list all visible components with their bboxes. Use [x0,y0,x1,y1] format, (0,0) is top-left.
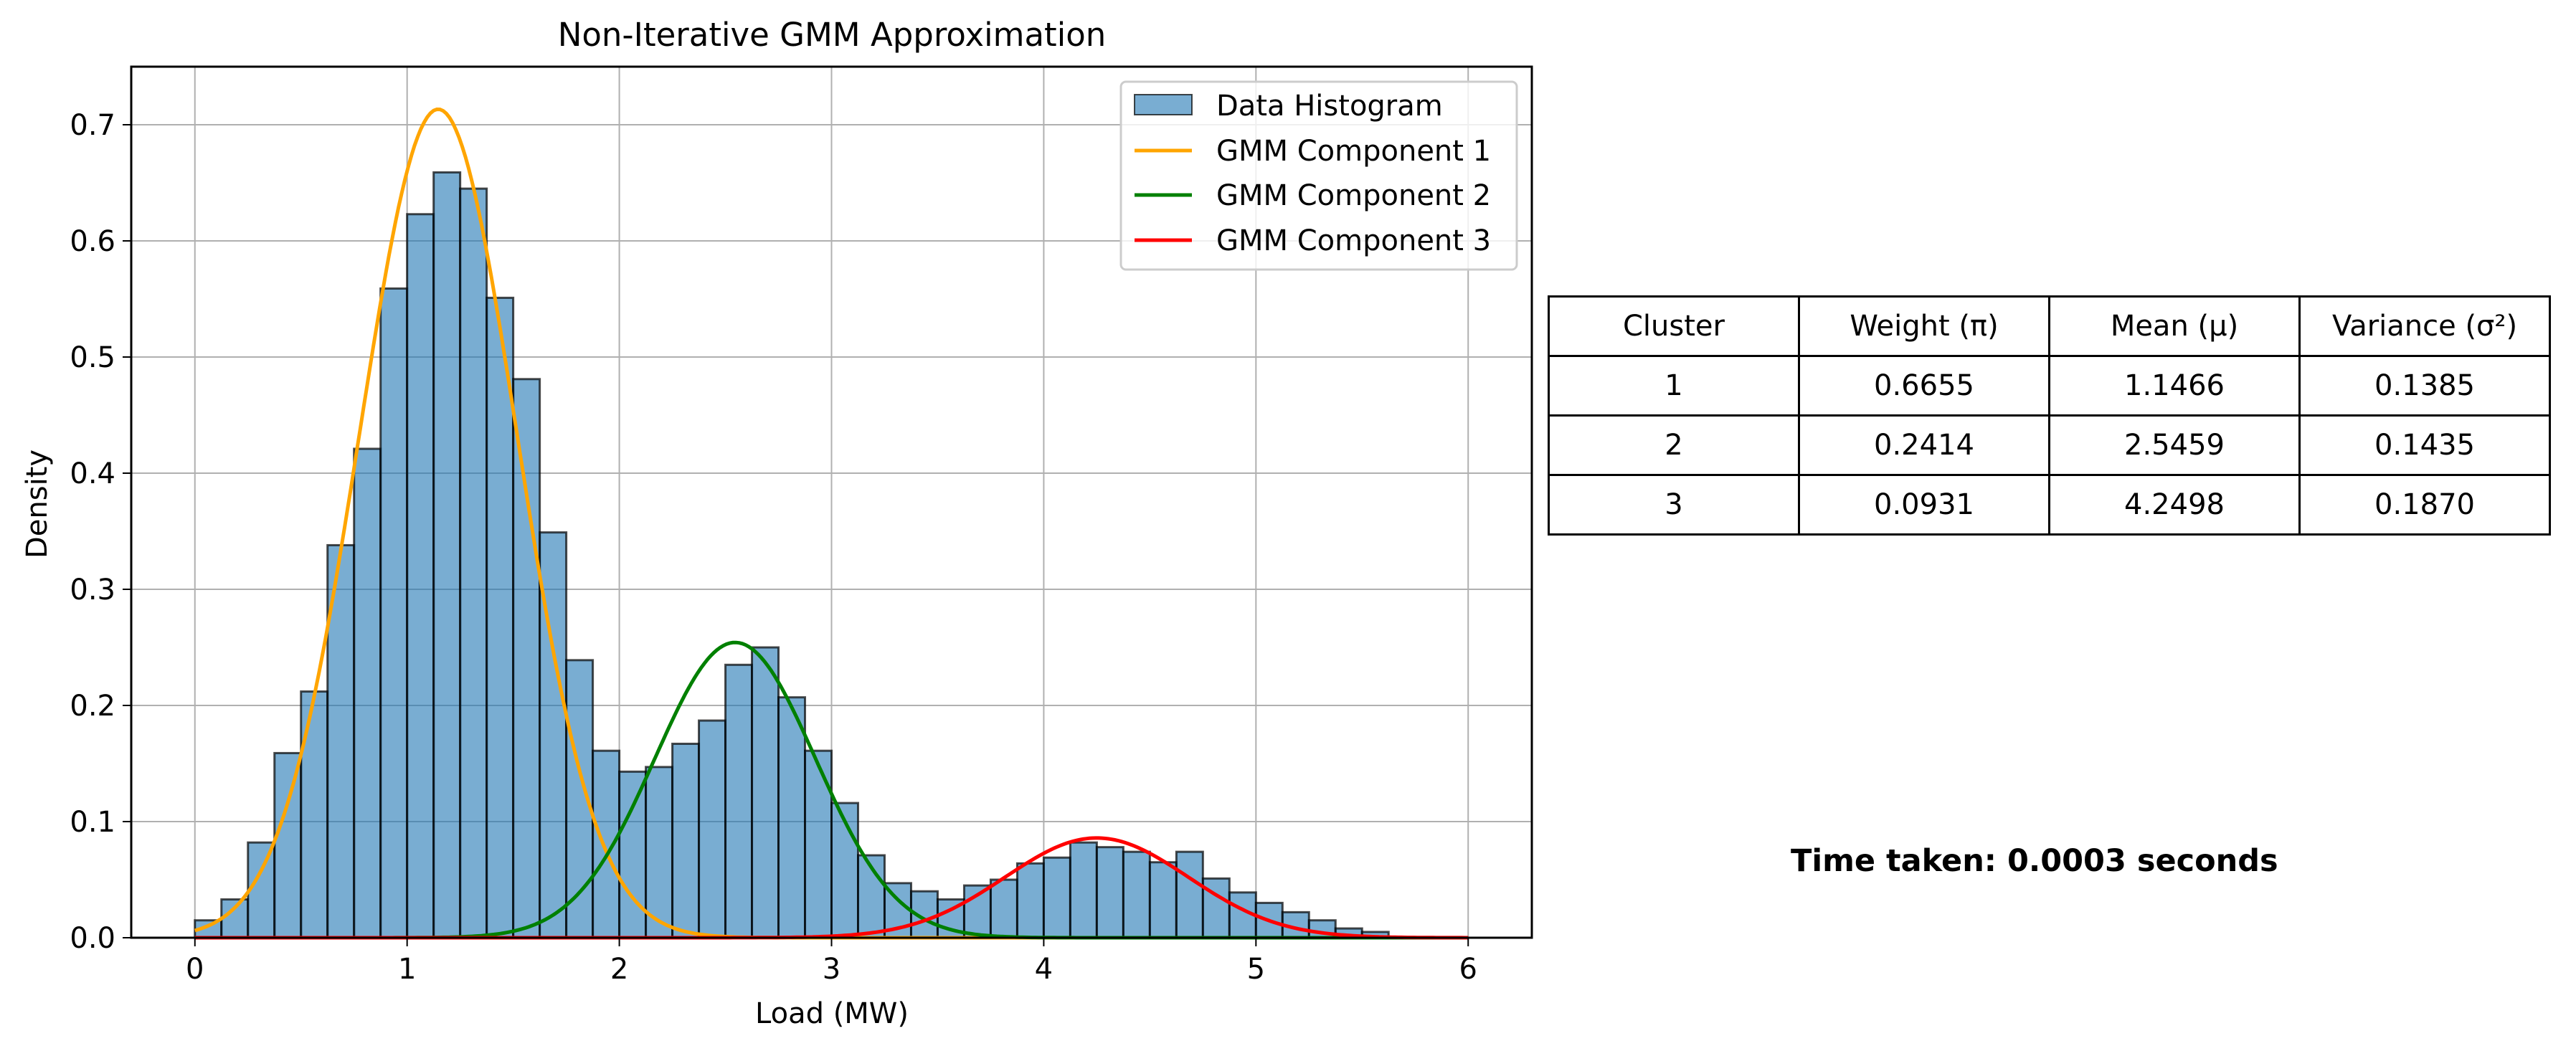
histogram-bar [777,696,807,939]
table-cell: 0.1385 [2298,355,2551,417]
x-tick-label: 3 [823,953,840,986]
histogram-bars [194,171,1390,939]
histogram-bar [379,287,409,939]
y-tick-label: 0.0 [70,922,115,955]
table-cell: 0.2414 [1798,414,2050,476]
histogram-bar [1122,850,1151,939]
histogram-bar [432,171,462,939]
y-tick-label: 0.7 [70,109,115,142]
y-tick-label: 0.5 [70,341,115,374]
legend: Data Histogram GMM Component 1 GMM Compo… [1119,80,1518,271]
table-header-cell: Weight (π) [1798,295,2050,357]
y-axis-ticks: 0.0 0.1 0.2 0.3 0.4 0.5 0.6 0.7 [70,109,131,955]
histogram-bar [645,766,674,939]
table-cell: 2 [1548,414,1800,476]
table-cell: 0.6655 [1798,355,2050,417]
table-cell: 0.0931 [1798,474,2050,536]
table-row: 2 0.2414 2.5459 0.1435 [1548,414,2551,476]
histogram-bar [486,296,515,939]
x-tick-label: 6 [1459,953,1477,986]
x-tick-label: 2 [610,953,628,986]
chart-title: Non-Iterative GMM Approximation [558,16,1107,54]
time-taken-text: Time taken: 0.0003 seconds [1791,843,2278,879]
legend-label-component-3: GMM Component 3 [1216,224,1491,257]
table-cell: 3 [1548,474,1800,536]
histogram-bar [592,749,621,939]
y-axis-label: Density [21,450,54,558]
histogram-bar [353,447,382,939]
table-header-row: Cluster Weight (π) Mean (μ) Variance (σ²… [1548,295,2551,357]
histogram-bar [220,898,250,939]
x-tick-label: 1 [398,953,416,986]
histogram-bar [459,187,488,939]
histogram-bar [671,742,701,939]
table-header-cell: Variance (σ²) [2298,295,2551,357]
table-row: 1 0.6655 1.1466 0.1385 [1548,355,2551,417]
gmm-parameter-table: Cluster Weight (π) Mean (μ) Variance (σ²… [1548,295,2551,536]
legend-histogram-swatch [1134,94,1193,115]
histogram-bar [273,751,303,939]
table-row: 3 0.0931 4.2498 0.1870 [1548,474,2551,536]
y-tick-label: 0.3 [70,574,115,607]
x-axis-label: Load (MW) [755,997,909,1030]
histogram-bar [1095,846,1124,939]
histogram-bar [1042,856,1071,939]
histogram-bar [618,770,648,939]
histogram-bar [1175,850,1204,939]
table-cell: 1.1466 [2048,355,2301,417]
y-tick-label: 0.2 [70,690,115,723]
y-tick-label: 0.1 [70,806,115,839]
histogram-bar [804,749,833,939]
table-cell: 1 [1548,355,1800,417]
table-cell: 2.5459 [2048,414,2301,476]
histogram-bar [512,378,541,939]
legend-box [1119,80,1518,271]
y-tick-label: 0.4 [70,457,115,490]
histogram-bar [989,878,1018,939]
histogram-bar [247,841,276,939]
y-tick-label: 0.6 [70,225,115,258]
table-cell: 0.1870 [2298,474,2551,536]
legend-label-histogram: Data Histogram [1216,90,1443,123]
x-tick-label: 4 [1035,953,1053,986]
legend-label-component-1: GMM Component 1 [1216,135,1491,168]
table-header-cell: Mean (μ) [2048,295,2301,357]
table-cell: 0.1435 [2298,414,2551,476]
x-tick-label: 0 [186,953,204,986]
histogram-bar [724,663,754,939]
histogram-bar [751,646,780,939]
histogram-bar [300,690,329,939]
histogram-bar [1148,861,1178,939]
histogram-bar [406,213,435,939]
table-cell: 4.2498 [2048,474,2301,536]
histogram-bar [1015,862,1045,939]
table-header-cell: Cluster [1548,295,1800,357]
x-axis-ticks: 0 1 2 3 4 5 6 [186,938,1477,986]
legend-label-component-2: GMM Component 2 [1216,179,1491,212]
histogram-bar [698,719,727,939]
histogram-bar [1069,841,1098,939]
x-tick-label: 5 [1247,953,1265,986]
